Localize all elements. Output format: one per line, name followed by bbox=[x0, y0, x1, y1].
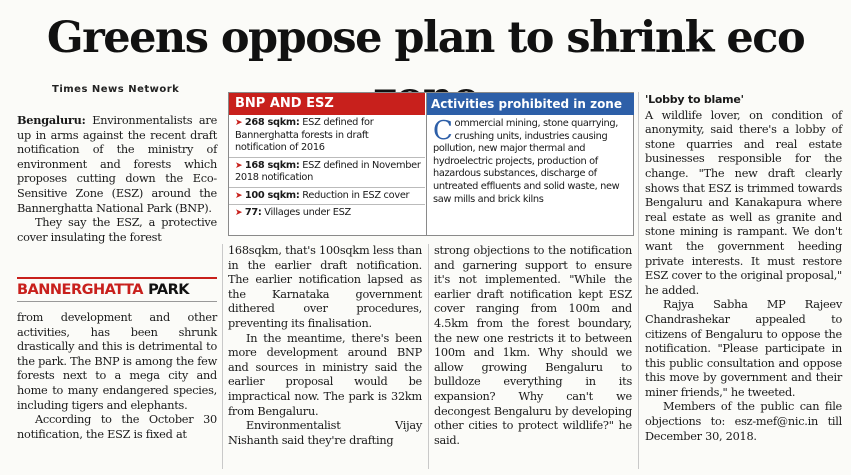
column-rule bbox=[222, 244, 223, 469]
arrow-icon: ➤ bbox=[235, 118, 245, 128]
subheading: 'Lobby to blame' bbox=[645, 93, 744, 106]
bnp-esz-title: BNP AND ESZ bbox=[229, 93, 425, 115]
bnp-esz-panel: BNP AND ESZ ➤ 268 sqkm: ESZ defined for … bbox=[229, 93, 425, 235]
paragraph: strong objections to the notification an… bbox=[434, 244, 632, 447]
arrow-icon: ➤ bbox=[235, 190, 245, 201]
paragraph: Environmentalist Vijay Nishanth said the… bbox=[228, 419, 422, 447]
column-rule bbox=[428, 244, 429, 469]
paragraph: Bengaluru: Environmentalists are up in a… bbox=[17, 113, 218, 215]
prohibited-title: Activities prohibited in zone bbox=[427, 93, 634, 115]
article-column-1-continued: from development and other activities, h… bbox=[17, 311, 217, 442]
fact-item: ➤ 100 sqkm: Reduction in ESZ cover bbox=[229, 188, 425, 205]
byline: Times News Network bbox=[52, 84, 180, 95]
paragraph: 168sqkm, that's 100sqkm less than in the… bbox=[228, 244, 422, 330]
section-banner: BANNERGHATTA PARK bbox=[17, 277, 217, 302]
article-column-2: 168sqkm, that's 100sqkm less than in the… bbox=[228, 244, 422, 448]
article-column-3: strong objections to the notification an… bbox=[434, 244, 632, 448]
arrow-icon: ➤ bbox=[235, 160, 245, 171]
info-box: BNP AND ESZ ➤ 268 sqkm: ESZ defined for … bbox=[228, 92, 634, 236]
column-rule bbox=[638, 92, 639, 469]
paragraph: In the meantime, there's been more devel… bbox=[228, 331, 422, 418]
paragraph: They say the ESZ, a protective cover ins… bbox=[17, 216, 217, 244]
paragraph: Rajya Sabha MP Rajeev Chandrashekar appe… bbox=[645, 298, 842, 399]
paragraph: Members of the public can file objection… bbox=[645, 400, 842, 443]
drop-cap: C bbox=[433, 116, 453, 146]
paragraph: A wildlife lover, on condition of anonym… bbox=[645, 108, 842, 297]
fact-item: ➤ 77: Villages under ESZ bbox=[235, 207, 351, 218]
paragraph: from development and other activities, h… bbox=[17, 311, 217, 412]
article-column-1: Bengaluru: Environmentalists are up in a… bbox=[17, 113, 217, 245]
arrow-icon: ➤ bbox=[235, 208, 245, 218]
banner-dark-text: PARK bbox=[148, 282, 189, 298]
fact-item: ➤ 168 sqkm: ESZ defined in November 2018… bbox=[229, 158, 425, 188]
paragraph: According to the October 30 notification… bbox=[17, 413, 217, 441]
banner-red-text: BANNERGHATTA bbox=[17, 282, 143, 298]
fact-item: ➤ 268 sqkm: ESZ defined for Bannerghatta… bbox=[229, 115, 425, 158]
article-column-4: 'Lobby to blame' A wildlife lover, on co… bbox=[645, 93, 842, 444]
dateline: Bengaluru: bbox=[17, 113, 86, 127]
bnp-esz-list: ➤ 268 sqkm: ESZ defined for Bannerghatta… bbox=[229, 115, 425, 222]
